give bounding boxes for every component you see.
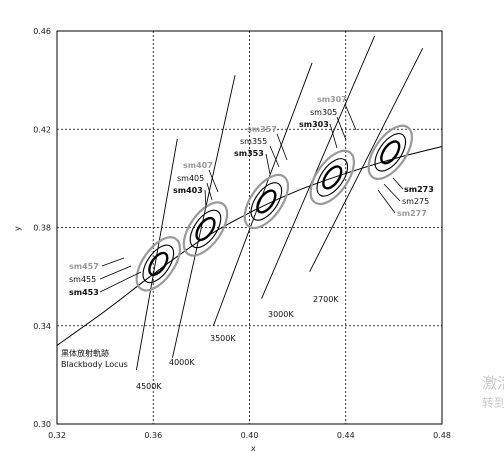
- cct-label-2700K: 2700K: [313, 295, 339, 304]
- locus-label-ja: 黒体放射軌跡: [61, 348, 109, 358]
- label-sm305: sm305: [310, 108, 337, 117]
- leader-line-7: [269, 145, 280, 168]
- y-tick-0.34: 0.34: [33, 322, 51, 331]
- cct-line-3000K: [261, 35, 376, 299]
- ellipse-group0-step5: [142, 244, 175, 284]
- leader-line-5: [204, 189, 207, 209]
- label-sm353: sm353: [234, 149, 264, 158]
- label-sm307: sm307: [317, 95, 347, 104]
- leader-line-4: [206, 182, 213, 201]
- y-tick-0.42: 0.42: [33, 125, 51, 134]
- label-leaders: [99, 103, 404, 293]
- ellipse-group4-step3: [380, 140, 401, 165]
- leader-line-14: [377, 189, 396, 214]
- label-sm303: sm303: [299, 120, 329, 129]
- locus-label-en: Blackbody Locus: [61, 360, 128, 369]
- watermark-line1: 激活: [481, 374, 504, 392]
- ellipse-group1-step3: [195, 216, 216, 242]
- leader-line-1: [99, 265, 132, 280]
- cct-lines: [135, 35, 424, 371]
- ellipse-group2-step3: [256, 189, 277, 214]
- y-axis-label: y: [13, 226, 22, 231]
- watermark: 激活 转到: [482, 373, 504, 413]
- x-tick-0.40: 0.40: [241, 431, 259, 440]
- cct-label-4500K: 4500K: [136, 382, 162, 391]
- label-sm273: sm273: [404, 185, 434, 194]
- ellipse-group0-step7: [135, 236, 182, 292]
- ellipse-group0-step3: [148, 251, 169, 276]
- x-tick-0.48: 0.48: [433, 431, 451, 440]
- leader-line-12: [392, 177, 404, 190]
- leader-line-6: [276, 133, 288, 161]
- cct-line-4000K: [172, 75, 236, 358]
- cct-label-3500K: 3500K: [210, 334, 236, 343]
- cct-line-2700K: [309, 47, 424, 272]
- axis-ticks: 0.32 0.36 0.40 0.44 0.48 0.30 0.34 0.38 0.42 0.46: [33, 27, 451, 440]
- ellipse-group3-step3: [322, 165, 343, 190]
- x-tick-0.36: 0.36: [144, 431, 162, 440]
- label-sm407: sm407: [183, 161, 213, 170]
- macadam-ellipses: [135, 124, 413, 292]
- y-tick-0.38: 0.38: [33, 224, 51, 233]
- plot-frame: [56, 30, 443, 425]
- ellipse-group1-step7: [182, 201, 229, 257]
- label-sm457: sm457: [69, 262, 99, 271]
- x-tick-0.44: 0.44: [337, 431, 355, 440]
- leader-line-2: [99, 271, 142, 293]
- ellipse-group2-step7: [243, 173, 290, 230]
- leader-line-9: [344, 103, 357, 131]
- leader-line-0: [101, 257, 125, 267]
- ellipse-group3-step7: [309, 149, 355, 206]
- label-sm277: sm277: [397, 209, 427, 218]
- x-axis-label: x: [251, 444, 256, 451]
- label-sm275: sm275: [402, 197, 429, 206]
- leader-line-10: [336, 116, 347, 141]
- leader-line-11: [329, 123, 338, 149]
- label-sm357: sm357: [247, 125, 277, 134]
- ellipse-group4-step7: [367, 124, 413, 180]
- leader-line-8: [265, 153, 271, 175]
- leader-line-3: [208, 169, 219, 193]
- ellipse-group4-step5: [374, 133, 407, 172]
- ellipse-group1-step5: [189, 209, 222, 249]
- label-sm405: sm405: [177, 174, 204, 183]
- label-sm455: sm455: [69, 275, 96, 284]
- watermark-line2: 转到: [481, 396, 504, 410]
- leader-line-13: [383, 183, 401, 202]
- ellipse-group2-step5: [250, 182, 283, 221]
- x-tick-0.32: 0.32: [48, 431, 66, 440]
- ellipse-group3-step5: [316, 158, 349, 197]
- cct-label-3000K: 3000K: [268, 310, 294, 319]
- y-tick-0.46: 0.46: [33, 27, 51, 36]
- cct-label-4000K: 4000K: [169, 358, 195, 367]
- label-sm355: sm355: [240, 137, 267, 146]
- label-sm403: sm403: [173, 186, 203, 195]
- blackbody-locus: [57, 145, 442, 346]
- label-sm453: sm453: [69, 288, 99, 297]
- y-tick-0.30: 0.30: [33, 420, 51, 429]
